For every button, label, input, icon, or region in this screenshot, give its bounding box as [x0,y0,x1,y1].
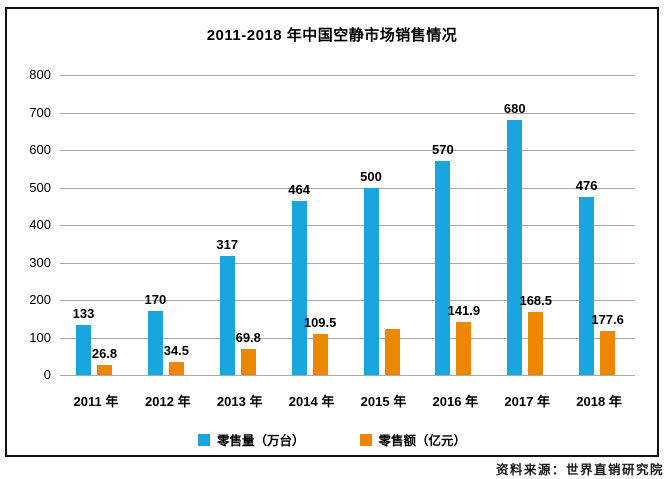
bar-retail-volume-2016 [435,161,451,375]
y-axis-tick-label: 200 [29,292,51,307]
bar-retail-volume-2012 [147,311,163,375]
x-axis-tick-label: 2011 年 [73,394,119,409]
data-label-retail-value-2018: 177.6 [591,311,624,327]
x-axis-tick-label: 2012 年 [145,394,191,409]
bar-retail-volume-2015 [363,187,379,375]
y-axis-tick-label: 100 [29,329,51,345]
legend-item-retail-volume: 零售量（万台） [197,430,305,449]
gridline [60,337,635,339]
bar-retail-volume-2013 [219,256,235,375]
gridline [60,300,635,301]
gridline [60,187,635,189]
data-label-retail-value-2011: 26.8 [91,345,118,361]
bar-retail-value-2017 [528,311,544,375]
gridline [60,262,635,264]
data-label-retail-volume-2016: 570 [432,142,454,158]
data-label-retail-value-2016: 141.9 [447,302,481,318]
data-label-retail-volume-2017: 680 [503,101,526,116]
y-axis-tick-label: 400 [29,217,51,232]
x-axis-tick-label: 2017 年 [504,394,550,409]
bar-retail-volume-2014 [291,201,307,375]
data-label-retail-value-2013: 69.8 [235,329,261,345]
source-note: 资料来源：世界直销研究院 [495,462,664,477]
y-axis-tick-label: 800 [29,67,51,82]
gridline [60,225,635,226]
retail-value-legend-swatch [359,433,372,446]
bar-retail-value-2013 [240,348,256,375]
bar-retail-value-2011 [97,364,112,375]
y-axis-tick-label: 0 [43,367,51,382]
data-label-retail-value-2014: 109.5 [303,314,337,330]
x-axis-tick-label: 2014 年 [288,394,335,409]
x-axis-tick-label: 2015 年 [360,394,407,409]
retail-volume-legend-swatch [197,433,210,446]
data-label-retail-volume-2018: 476 [575,177,598,193]
data-label-retail-volume-2011: 133 [72,306,95,322]
data-label-retail-value-2017: 168.5 [519,292,553,308]
legend-label-retail-value: 零售额（亿元） [378,434,467,448]
chart-title: 2011-2018 年中国空静市场销售情况 [206,27,458,44]
gridline [60,375,635,376]
bar-retail-value-2012 [168,362,184,375]
y-axis-tick-label: 600 [29,142,51,157]
x-axis-tick-label: 2016 年 [432,394,479,409]
y-axis-tick-label: 300 [29,254,51,270]
bar-retail-value-2018 [600,330,616,375]
legend: 零售量（万台） 零售额（亿元） [7,430,657,449]
legend-label-retail-volume: 零售量（万台） [216,434,305,448]
x-axis-tick-label: 2013 年 [216,394,263,409]
bar-retail-value-2015 [384,329,400,375]
bar-retail-volume-2017 [507,120,523,375]
legend-item-retail-value: 零售额（亿元） [359,430,467,449]
bar-retail-volume-2018 [579,196,595,375]
bar-retail-value-2014 [312,333,328,375]
gridline [60,112,635,114]
gridline [60,75,635,76]
bar-retail-value-2016 [456,321,472,375]
data-label-retail-volume-2015: 500 [360,168,382,184]
data-label-retail-value-2012: 34.5 [163,343,190,359]
y-axis-tick-label: 700 [29,104,51,120]
plot-area: 133 170 317 464 500 570 680 476 26.8 34.5 69.8 109.… [60,75,635,376]
chart-frame: 2011-2018 年中国空静市场销售情况 0 100 200 300 400 500 60… [5,7,659,457]
data-label-retail-volume-2013: 317 [216,237,239,253]
bar-retail-volume-2011 [76,325,91,375]
data-label-retail-volume-2014: 464 [288,182,310,197]
gridline [60,150,635,151]
data-label-retail-volume-2012: 170 [144,292,167,308]
y-axis-tick-label: 500 [29,179,51,195]
x-axis-tick-label: 2018 年 [576,394,622,409]
